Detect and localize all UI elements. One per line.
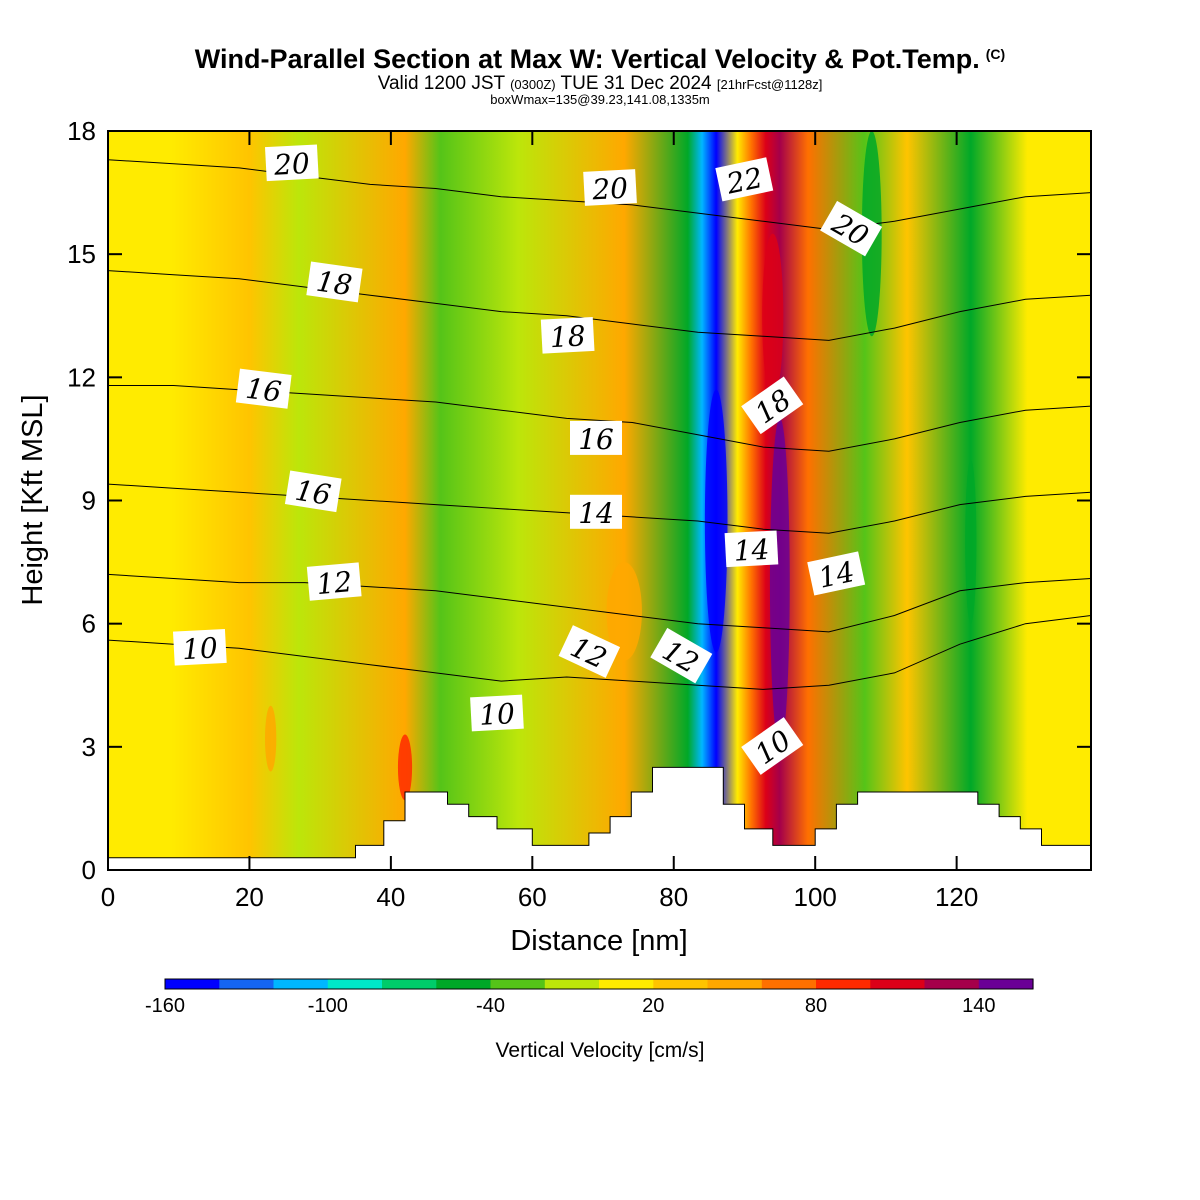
colorbar-swatch-14	[924, 979, 980, 989]
colorbar-tick-label: -160	[145, 995, 185, 1017]
forecast-info: [21hrFcst@1128z]	[716, 77, 823, 92]
colorbar-swatch-8	[599, 979, 654, 989]
contour-label-8: 16	[570, 420, 622, 456]
colorbar-swatch-13	[870, 979, 926, 989]
copyright-mark: (C)	[985, 46, 1006, 62]
contour-label-13: 12	[306, 562, 362, 601]
colorbar-swatch-7	[544, 979, 600, 989]
contour-label-12: 14	[807, 551, 866, 596]
y-axis-label: Height [Kft MSL]	[17, 394, 49, 605]
x-tick-label: 60	[518, 882, 547, 912]
colorbar-swatch-11	[761, 979, 817, 989]
box-info: boxWmax=135@39.23,141.08,1335m	[490, 92, 710, 107]
x-tick-label: 100	[793, 882, 836, 912]
y-tick-label: 15	[67, 239, 96, 269]
colorbar-swatch-2	[273, 979, 329, 989]
isentrope-12	[108, 573, 1091, 633]
colorbar-swatch-12	[816, 979, 871, 989]
colorbar-tick-label: 80	[805, 995, 827, 1017]
contour-label-16: 10	[172, 628, 227, 666]
colorbar-frame	[164, 978, 1034, 990]
chart-title-text: Wind-Parallel Section at Max W: Vertical…	[194, 44, 980, 74]
colorbar: -160 -100 -40 20 80 140	[145, 978, 1034, 1017]
valid-date: TUE 31 Dec 2024	[560, 73, 712, 94]
contour-label-text: 10	[181, 631, 218, 666]
velocity-feature-3	[606, 562, 642, 661]
contour-label-text: 14	[733, 533, 770, 568]
contour-label-7: 16	[235, 368, 292, 409]
contour-label-1: 20	[583, 169, 637, 207]
y-tick-label: 3	[82, 732, 96, 762]
colorbar-swatch-3	[327, 979, 383, 989]
colorbar-swatch-15	[978, 979, 1034, 989]
valid-utc: (0300Z)	[510, 77, 556, 92]
contour-label-11: 14	[724, 530, 779, 568]
contour-label-text: 10	[478, 697, 515, 732]
contour-label-text: 20	[272, 147, 310, 182]
valid-time-line: Valid 1200 JST (0300Z) TUE 31 Dec 2024 […	[0, 73, 1200, 95]
contour-label-text: 16	[244, 372, 283, 409]
velocity-features	[264, 131, 977, 801]
x-tick-label: 40	[376, 882, 405, 912]
isentrope-10	[108, 615, 1091, 690]
x-tick-label: 20	[235, 882, 264, 912]
isentrope-18	[108, 270, 1091, 341]
contour-label-text: 16	[293, 474, 333, 512]
contour-label-text: 14	[578, 497, 614, 530]
colorbar-swatch-9	[653, 979, 709, 989]
x-tick-label: 0	[101, 882, 115, 912]
contour-label-9: 16	[284, 470, 342, 513]
x-tick-label: 120	[935, 882, 978, 912]
colorbar-swatch-5	[436, 979, 492, 989]
velocity-feature-1	[769, 418, 790, 747]
contour-label-text: 18	[314, 265, 354, 303]
velocity-feature-4	[397, 734, 413, 801]
y-tick-label: 12	[67, 362, 96, 392]
contour-label-text: 22	[723, 161, 766, 201]
colorbar-swatch-4	[382, 979, 437, 989]
colorbar-tick-label: 20	[642, 995, 664, 1017]
contour-label-text: 16	[578, 423, 614, 456]
contour-label-17: 10	[470, 694, 524, 732]
velocity-feature-5	[264, 705, 277, 772]
contour-label-text: 18	[549, 319, 586, 354]
contour-label-text: 20	[590, 172, 628, 207]
colorbar-swatch-10	[707, 979, 763, 989]
velocity-feature-2	[762, 233, 784, 398]
velocity-feature-6	[965, 459, 977, 624]
colorbar-swatch-1	[219, 979, 275, 989]
contour-label-10: 14	[570, 494, 622, 530]
contour-label-18: 10	[741, 717, 804, 775]
contour-label-text: 14	[816, 555, 858, 595]
colorbar-label: Vertical Velocity [cm/s]	[496, 1039, 705, 1062]
velocity-feature-0	[704, 389, 728, 653]
x-axis-label: Distance [nm]	[510, 925, 687, 957]
contour-label-5: 18	[540, 316, 595, 354]
colorbar-tick-label: 140	[962, 995, 995, 1017]
y-tick-label: 18	[67, 116, 96, 146]
x-tick-label: 80	[659, 882, 688, 912]
colorbar-tick-label: -100	[308, 995, 348, 1017]
terrain	[108, 766, 1091, 870]
colorbar-swatch-0	[165, 979, 220, 989]
x-axis: 0 20 40 60 80 100 120	[101, 131, 978, 912]
y-tick-label: 9	[82, 486, 96, 516]
y-tick-label: 0	[82, 855, 96, 885]
contour-label-0: 20	[264, 144, 319, 182]
colorbar-tick-label: -40	[476, 995, 505, 1017]
colorbar-swatch-6	[490, 979, 546, 989]
contour-label-text: 12	[315, 565, 353, 601]
valid-prefix: Valid 1200 JST	[377, 73, 505, 94]
contour-label-2: 22	[715, 157, 774, 202]
chart-title: Wind-Parallel Section at Max W: Vertical…	[0, 44, 1200, 75]
y-axis: 0 3 6 9 12 15 18	[67, 116, 1091, 885]
contour-label-4: 18	[306, 261, 363, 303]
y-tick-label: 6	[82, 609, 96, 639]
